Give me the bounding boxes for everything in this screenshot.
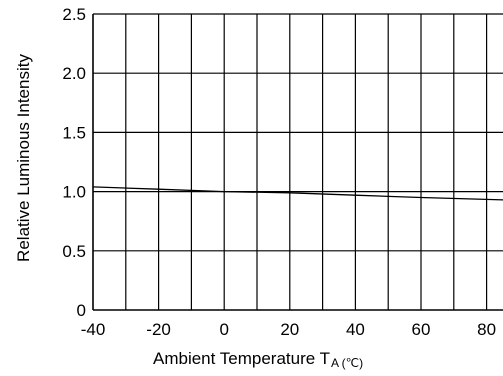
y-axis-label: Relative Luminous Intensity: [14, 54, 33, 262]
series: [92, 186, 503, 201]
x-tick-label: 20: [280, 320, 299, 339]
y-tick-label: 2.0: [62, 64, 86, 83]
x-axis-label-unit: A (℃): [331, 356, 363, 370]
x-tick-label: 0: [219, 320, 228, 339]
x-tick-label: 40: [346, 320, 365, 339]
x-tick-label: 60: [412, 320, 431, 339]
grid: [93, 14, 503, 310]
y-tick-labels: 0 0.5 1.0 1.5 2.0 2.5: [62, 5, 86, 320]
y-tick-label: 0.5: [62, 242, 86, 261]
series-line: [92, 186, 503, 201]
x-tick-labels: -40 -20 0 20 40 60 80: [81, 320, 496, 339]
x-tick-label: 80: [477, 320, 496, 339]
x-axis-label: Ambient Temperature T: [153, 349, 330, 368]
x-tick-label: -40: [81, 320, 106, 339]
y-tick-label: 2.5: [62, 5, 86, 24]
x-axis-label-main: Ambient Temperature T: [153, 349, 330, 368]
plot-frame: [92, 13, 503, 311]
y-tick-label: 1.0: [62, 183, 86, 202]
y-tick-label: 1.5: [62, 123, 86, 142]
y-tick-label: 0: [77, 301, 86, 320]
x-tick-label: -20: [146, 320, 171, 339]
